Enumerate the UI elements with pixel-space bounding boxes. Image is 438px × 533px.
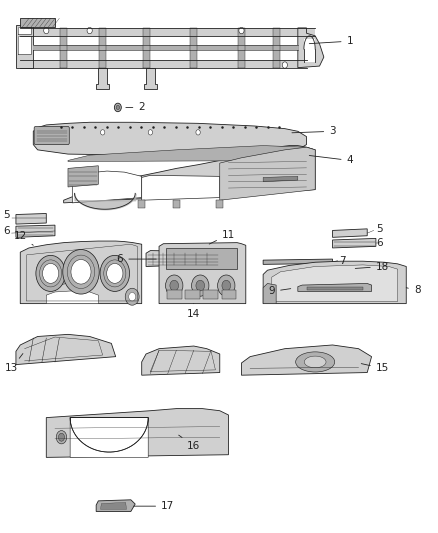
Ellipse shape — [56, 431, 67, 444]
Text: 1: 1 — [309, 36, 353, 46]
Text: 3: 3 — [292, 126, 336, 136]
Polygon shape — [70, 418, 148, 457]
Text: 12: 12 — [14, 231, 33, 245]
Polygon shape — [307, 287, 363, 290]
Text: 15: 15 — [361, 364, 389, 373]
Text: 6: 6 — [376, 238, 382, 248]
Circle shape — [63, 249, 99, 294]
Polygon shape — [100, 503, 127, 510]
Circle shape — [196, 130, 200, 135]
Polygon shape — [96, 500, 135, 512]
Circle shape — [346, 266, 350, 271]
Text: 11: 11 — [209, 230, 235, 244]
Circle shape — [36, 255, 65, 292]
Polygon shape — [173, 200, 180, 208]
Circle shape — [42, 263, 59, 284]
Circle shape — [114, 103, 121, 112]
Text: 6: 6 — [117, 254, 156, 264]
Circle shape — [222, 280, 231, 291]
Polygon shape — [16, 214, 46, 224]
Text: 14: 14 — [187, 304, 200, 319]
Circle shape — [107, 263, 123, 284]
Polygon shape — [144, 68, 157, 89]
Polygon shape — [332, 229, 367, 237]
Circle shape — [166, 275, 183, 296]
Circle shape — [125, 288, 139, 305]
Polygon shape — [220, 147, 315, 200]
Polygon shape — [298, 284, 371, 292]
Circle shape — [100, 130, 105, 135]
Bar — [166, 248, 237, 269]
Polygon shape — [96, 68, 109, 89]
FancyBboxPatch shape — [34, 126, 69, 144]
Polygon shape — [68, 146, 315, 161]
Circle shape — [44, 27, 49, 34]
Polygon shape — [263, 261, 406, 304]
Polygon shape — [298, 28, 324, 68]
Polygon shape — [72, 171, 142, 203]
Circle shape — [129, 293, 136, 301]
Polygon shape — [16, 334, 116, 365]
Text: 5: 5 — [3, 210, 10, 220]
Polygon shape — [159, 243, 246, 304]
Polygon shape — [20, 18, 55, 27]
Text: 6: 6 — [3, 226, 10, 236]
Polygon shape — [263, 284, 276, 304]
Bar — [167, 290, 182, 300]
Circle shape — [191, 275, 209, 296]
Polygon shape — [64, 146, 315, 203]
Bar — [185, 290, 200, 300]
Text: 4: 4 — [309, 156, 353, 165]
Text: 16: 16 — [179, 435, 200, 451]
Circle shape — [116, 106, 120, 110]
Text: 7: 7 — [339, 256, 346, 265]
Polygon shape — [138, 200, 145, 208]
Circle shape — [170, 280, 179, 291]
Circle shape — [87, 27, 92, 34]
Circle shape — [100, 255, 130, 292]
Polygon shape — [20, 241, 142, 304]
Text: 8: 8 — [406, 285, 420, 295]
Text: 9: 9 — [268, 286, 291, 296]
Circle shape — [196, 280, 205, 291]
Polygon shape — [272, 265, 398, 302]
Circle shape — [218, 275, 235, 296]
Ellipse shape — [296, 352, 335, 372]
Polygon shape — [46, 409, 229, 457]
Polygon shape — [46, 291, 99, 304]
Ellipse shape — [58, 433, 64, 441]
Circle shape — [71, 260, 91, 284]
Circle shape — [239, 27, 244, 34]
Polygon shape — [33, 122, 307, 155]
Text: 17: 17 — [134, 501, 174, 511]
Polygon shape — [16, 22, 33, 68]
Polygon shape — [142, 175, 220, 200]
Text: 18: 18 — [355, 262, 389, 271]
Circle shape — [148, 130, 152, 135]
Circle shape — [343, 263, 352, 274]
Polygon shape — [263, 176, 298, 182]
Polygon shape — [332, 238, 376, 248]
Text: 5: 5 — [376, 224, 382, 235]
Circle shape — [282, 62, 287, 68]
Polygon shape — [16, 225, 55, 237]
Text: 2: 2 — [126, 102, 145, 112]
Ellipse shape — [304, 356, 326, 368]
Bar — [222, 290, 236, 300]
Polygon shape — [241, 345, 371, 375]
Polygon shape — [216, 200, 223, 208]
Polygon shape — [68, 166, 99, 187]
Polygon shape — [142, 346, 220, 375]
Bar — [203, 290, 218, 300]
Polygon shape — [263, 259, 332, 264]
Text: 13: 13 — [5, 353, 23, 373]
Polygon shape — [146, 251, 220, 266]
